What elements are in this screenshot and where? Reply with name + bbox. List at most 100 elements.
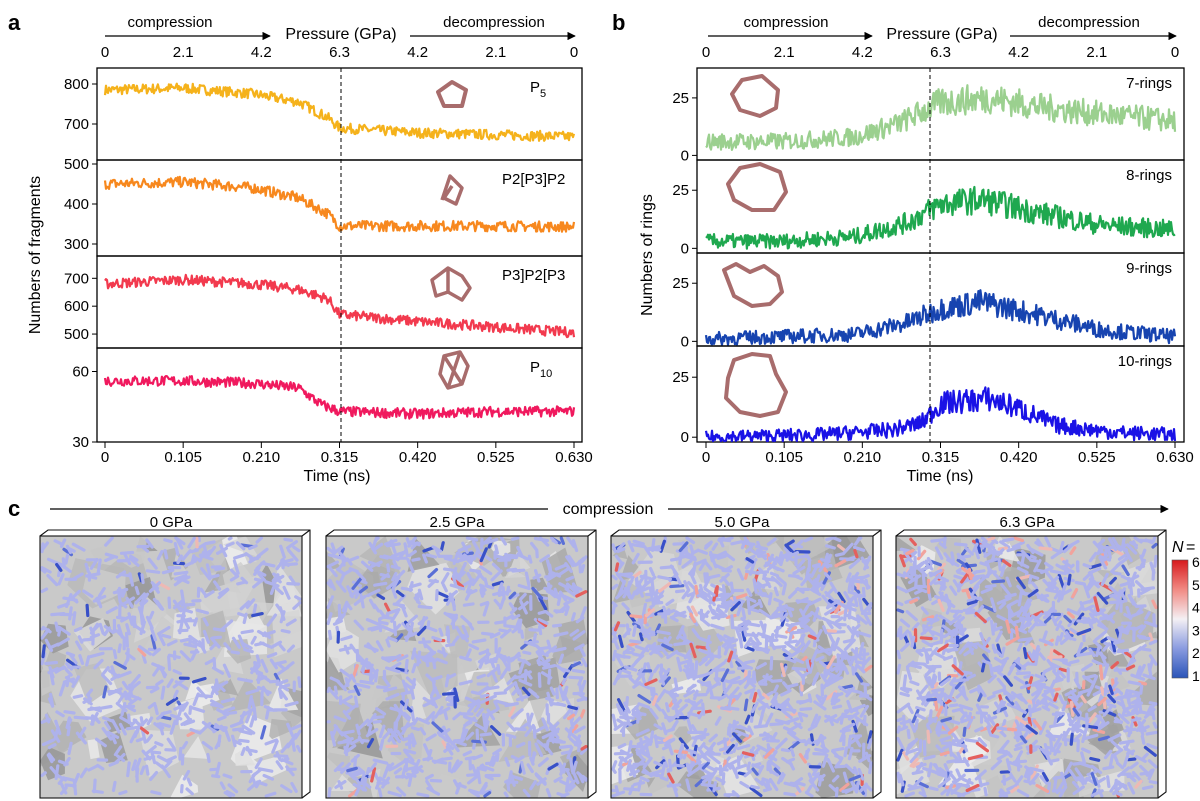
- y-tick-label: 0: [681, 429, 689, 446]
- p5-molecule-icon: [436, 80, 468, 108]
- y-tick-label: 300: [64, 236, 89, 253]
- series-line-10-rings: [704, 386, 1177, 443]
- snapshot-box-frame: [39, 529, 311, 799]
- series-label: 10-rings: [1118, 353, 1172, 370]
- panel-b-pressure-title: Pressure (GPa): [886, 26, 997, 43]
- p3p2p3-molecule-icon: [430, 266, 472, 302]
- top-pressure-tick-label: 4.2: [852, 44, 873, 61]
- y-tick-label: 800: [64, 76, 89, 93]
- y-tick-label: 0: [681, 147, 689, 164]
- y-tick-label: 600: [64, 298, 89, 315]
- y-tick-label: 25: [672, 369, 689, 386]
- y-tick-label: 60: [72, 364, 89, 381]
- series-label: 7-rings: [1126, 75, 1172, 92]
- x-tick-label: 0.420: [399, 449, 437, 466]
- top-pressure-tick-label: 4.2: [407, 44, 428, 61]
- snapshot-bonds: [896, 536, 1158, 798]
- top-pressure-tick-label: 0: [702, 44, 710, 61]
- series-line-7-rings: [705, 84, 1177, 151]
- panel-b-top-ticks: 0 2.1 4.2 6.3 4.2 2.1 0: [702, 44, 1179, 61]
- colorbar-tick-label: 2: [1192, 645, 1200, 661]
- snapshot-bonds: [326, 536, 588, 798]
- top-pressure-tick-label: 2.1: [774, 44, 795, 61]
- snapshot-row: 0 GPa 2.5 GPa 5.0 GPa 6.3 GPa: [39, 514, 1167, 799]
- snapshot-bonds: [611, 536, 873, 798]
- series-line-p10: [103, 375, 576, 420]
- x-tick-label: 0.525: [1078, 449, 1116, 466]
- panel-a-top-ticks: 0 2.1 4.2 6.3 4.2 2.1 0: [101, 44, 578, 61]
- top-pressure-tick-label: 6.3: [329, 44, 350, 61]
- x-tick-label: 0.315: [321, 449, 359, 466]
- colorbar-title: N: [1172, 539, 1184, 556]
- panel-a-label: a: [8, 10, 21, 35]
- panel-a-subplots: 700 800 P5 300 400 500 P2[P3]P2 500 600 700 P3]P2[…: [64, 67, 583, 451]
- colorbar-tick-label: 1: [1192, 668, 1200, 684]
- top-pressure-tick-label: 0: [1171, 44, 1179, 61]
- panel-c-compression-label: compression: [563, 501, 654, 518]
- panel-b-decompression-label: decompression: [1038, 14, 1140, 31]
- series-label: 8-rings: [1126, 167, 1172, 184]
- y-tick-label: 700: [64, 270, 89, 287]
- x-tick-label: 0.105: [765, 449, 803, 466]
- series-line-9-rings: [704, 289, 1177, 346]
- panel-b-label: b: [612, 10, 625, 35]
- panel-b: b compression Pressure (GPa) decompressi…: [612, 10, 1194, 485]
- series-label: P5: [530, 79, 546, 100]
- panel-b-bottom-ticks: 0 0.105 0.210 0.315 0.420 0.525 0.630: [702, 442, 1194, 466]
- subplot-frame: [96, 347, 583, 443]
- x-tick-label: 0.525: [477, 449, 515, 466]
- top-pressure-tick-label: 2.1: [173, 44, 194, 61]
- y-tick-label: 25: [672, 182, 689, 199]
- panel-b-xlabel: Time (ns): [907, 468, 974, 485]
- top-pressure-tick-label: 0: [101, 44, 109, 61]
- panel-a-xlabel: Time (ns): [304, 468, 371, 485]
- y-tick-label: 0: [681, 240, 689, 257]
- colorbar-title-suffix: =: [1186, 539, 1195, 556]
- colorbar-tick-label: 5: [1192, 577, 1200, 593]
- p2p3p2-molecule-icon: [440, 174, 464, 206]
- y-tick-label: 500: [64, 326, 89, 343]
- colorbar-tick-label: 3: [1192, 622, 1200, 638]
- panel-c-label: c: [8, 496, 20, 521]
- series-line-p5: [103, 82, 576, 142]
- top-pressure-tick-label: 4.2: [1008, 44, 1029, 61]
- panel-b-ylabel: Numbers of rings: [639, 194, 656, 316]
- x-tick-label: 0: [101, 449, 109, 466]
- snapshot-label: 0 GPa: [150, 514, 193, 531]
- y-tick-label: 25: [672, 90, 689, 107]
- panel-a-compression-label: compression: [127, 14, 212, 31]
- top-pressure-tick-label: 6.3: [930, 44, 951, 61]
- colorbar-ticks: 6 5 4 3 2 1: [1192, 554, 1200, 684]
- top-pressure-tick-label: 2.1: [1086, 44, 1107, 61]
- top-pressure-tick-label: 0: [570, 44, 578, 61]
- colorbar-scale: [1171, 559, 1189, 679]
- snapshot-label: 5.0 GPa: [714, 514, 770, 531]
- snapshot-label: 6.3 GPa: [999, 514, 1055, 531]
- x-tick-label: 0.210: [844, 449, 882, 466]
- snapshot-box-frame: [325, 529, 597, 799]
- snapshot-box-frame: [610, 529, 882, 799]
- panel-b-compression-label: compression: [743, 14, 828, 31]
- ten-ring-molecule-icon: [724, 352, 788, 418]
- snapshot-label: 2.5 GPa: [429, 514, 485, 531]
- panel-a-bottom-ticks: 0 0.105 0.210 0.315 0.420 0.525 0.630: [101, 442, 593, 466]
- snapshot-1: 2.5 GPa: [325, 514, 597, 799]
- x-tick-label: 0.210: [243, 449, 281, 466]
- x-tick-label: 0.315: [922, 449, 960, 466]
- snapshot-3: 6.3 GPa: [895, 514, 1167, 799]
- snapshot-bonds: [40, 536, 302, 798]
- panel-c: c compression 0 GPa 2.5 GPa 5.0 GPa 6.3 GPa…: [8, 496, 1200, 799]
- nine-ring-molecule-icon: [722, 262, 784, 308]
- panel-b-subplots: 0 25 7-rings 0 25 8-rings 0 25 9-rings 0 25 10-ring…: [672, 67, 1185, 446]
- series-label: 9-rings: [1126, 260, 1172, 277]
- snapshot-box-frame: [895, 529, 1167, 799]
- seven-ring-molecule-icon: [730, 74, 780, 118]
- x-tick-label: 0.105: [164, 449, 202, 466]
- y-tick-label: 0: [681, 333, 689, 350]
- y-tick-label: 500: [64, 156, 89, 173]
- x-tick-label: 0.630: [1156, 449, 1194, 466]
- colorbar: N = 6 5 4 3 2 1: [1171, 539, 1200, 684]
- eight-ring-molecule-icon: [726, 162, 788, 212]
- x-tick-label: 0.420: [1000, 449, 1038, 466]
- panel-a-decompression-label: decompression: [443, 14, 545, 31]
